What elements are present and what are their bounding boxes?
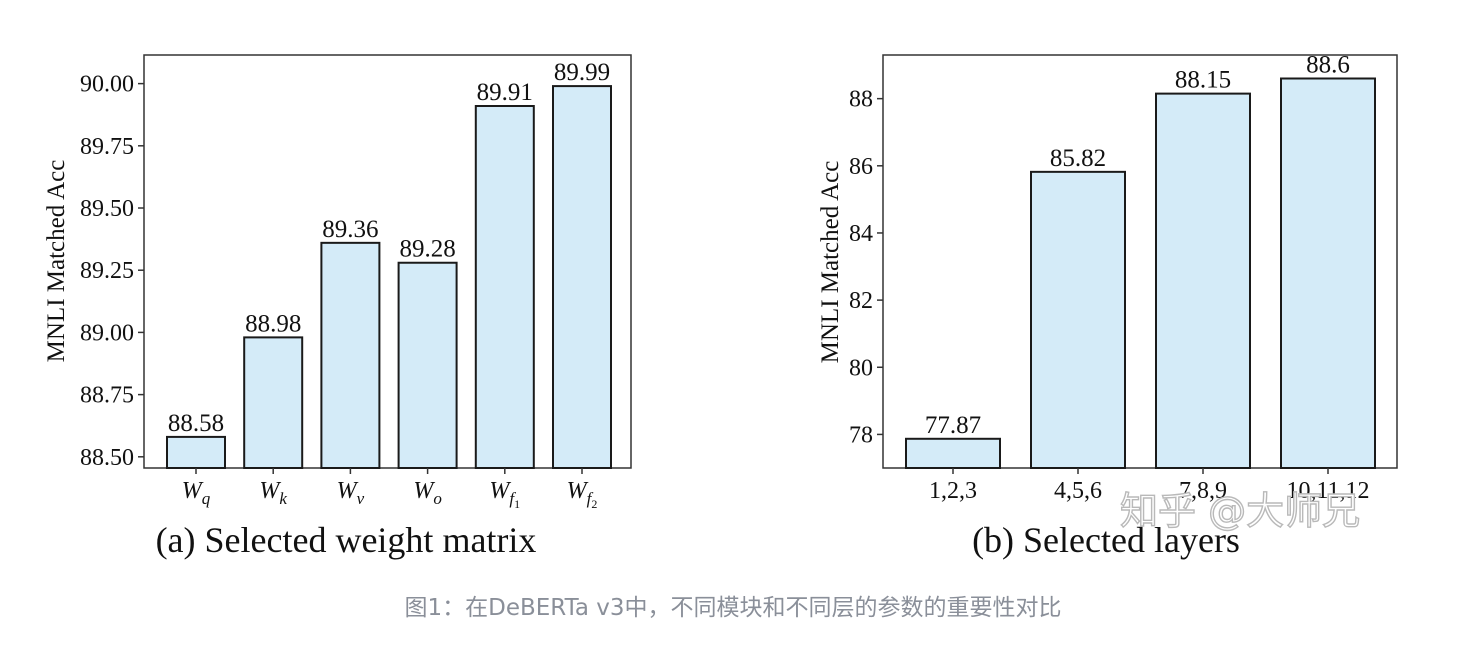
chart-b-frame (882, 54, 1398, 469)
y-tick-label: 88.50 (80, 445, 134, 471)
y-tick-label: 89.75 (80, 134, 134, 160)
x-tick-label: Wv (337, 478, 365, 508)
y-tick-label: 82 (849, 288, 873, 314)
y-tick-label: 90.00 (80, 72, 134, 98)
value-label: 89.91 (477, 79, 533, 106)
bar (243, 336, 304, 470)
y-tick-label: 86 (849, 154, 873, 180)
bar (474, 105, 535, 469)
bar (905, 437, 1001, 470)
value-label: 88.15 (1175, 67, 1231, 94)
value-label: 88.98 (245, 310, 301, 337)
x-tick-label: 1,2,3 (929, 478, 977, 504)
bar (397, 261, 458, 470)
value-label: 77.87 (925, 412, 981, 439)
y-tick-label: 84 (849, 221, 873, 247)
bar (166, 435, 226, 470)
value-label: 88.6 (1306, 52, 1350, 79)
chart-b-ylabel: MNLI Matched Acc (817, 161, 844, 364)
y-tick-label: 89.00 (80, 320, 134, 346)
y-tick-label: 78 (849, 422, 873, 448)
value-label: 89.28 (399, 236, 455, 263)
bar (1155, 92, 1251, 469)
value-label: 89.99 (554, 59, 610, 86)
chart-a-subcaption: (a) Selected weight matrix (156, 520, 537, 560)
y-tick-label: 89.25 (80, 258, 134, 284)
figure-caption: 图1：在DeBERTa v3中，不同模块和不同层的参数的重要性对比 (404, 595, 1062, 621)
chart-b-subcaption: (b) Selected layers (972, 520, 1240, 560)
x-tick-label: Wf1 (489, 478, 520, 511)
bar (552, 85, 612, 469)
bar (1030, 170, 1126, 469)
chart-a-ylabel: MNLI Matched Acc (43, 160, 70, 363)
x-tick-label: 10,11,12 (1286, 478, 1369, 504)
x-tick-label: Wk (259, 478, 287, 508)
y-tick-label: 80 (849, 355, 873, 381)
x-tick-label: Wq (182, 478, 211, 508)
y-tick-label: 88.75 (80, 383, 134, 409)
x-tick-label: Wf2 (567, 478, 598, 511)
value-label: 85.82 (1050, 145, 1106, 172)
x-tick-label: Wo (413, 478, 442, 508)
value-label: 89.36 (322, 216, 378, 243)
chart-a-frame (143, 54, 632, 469)
value-label: 88.58 (168, 410, 224, 437)
chart-b: 78 80 82 84 86 88 77.87 85.82 88.15 88.6 1,2,3 4,… (817, 52, 1398, 560)
y-tick-label: 88 (849, 87, 873, 113)
x-tick-label: 4,5,6 (1054, 478, 1102, 504)
y-tick-label: 89.50 (80, 196, 134, 222)
bar (1280, 77, 1376, 470)
x-tick-label: 7,8,9 (1179, 478, 1227, 504)
watermark: 知乎 @大师兄 (1120, 489, 1360, 533)
chart-a: 88.50 88.75 89.00 89.25 89.50 89.75 90.00 88.5… (43, 54, 632, 560)
bar (320, 241, 381, 469)
